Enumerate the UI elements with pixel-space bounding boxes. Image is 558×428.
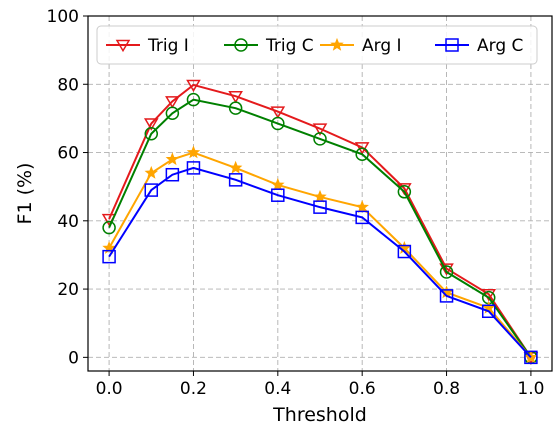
- data-point-trig-c: [186, 92, 201, 107]
- data-point-arg-c: [102, 249, 116, 264]
- legend-box: [96, 25, 538, 65]
- data-point-trig-i: [186, 79, 201, 93]
- data-point-trig-i: [439, 263, 454, 276]
- data-point-arg-c: [397, 244, 412, 259]
- series-line-trig-i: [108, 83, 532, 358]
- y-axis-label: F1 (%): [14, 163, 36, 225]
- data-point-arg-c: [313, 200, 327, 214]
- data-point-trig-c: [144, 127, 159, 141]
- data-point-arg-c: [439, 289, 454, 303]
- legend-label: Arg I: [362, 36, 402, 56]
- data-point-trig-i: [228, 90, 243, 104]
- data-point-arg-c: [355, 210, 369, 225]
- x-axis-label: Threshold: [272, 404, 367, 426]
- data-point-arg-i: [186, 145, 201, 159]
- data-point-arg-i: [355, 200, 369, 213]
- data-point-trig-c: [271, 116, 285, 131]
- series-arg-c: [102, 161, 538, 365]
- data-point-trig-c: [355, 147, 369, 161]
- y-tick-label: 80: [57, 75, 79, 95]
- series-line-trig-c: [108, 98, 532, 358]
- legend-label: Trig C: [265, 36, 314, 56]
- series-trig-i: [101, 79, 539, 365]
- legend-item-arg-i: Arg I: [320, 36, 402, 56]
- data-point-arg-i: [144, 165, 159, 179]
- data-point-arg-c: [228, 173, 243, 187]
- y-tick-label: 40: [57, 212, 79, 232]
- data-point-arg-c: [481, 304, 496, 319]
- y-tick-label: 0: [68, 348, 79, 368]
- x-tick-label: 0.0: [96, 379, 123, 399]
- series-line-arg-i: [108, 151, 532, 358]
- data-point-trig-c: [313, 132, 327, 146]
- data-point-arg-i: [165, 152, 180, 166]
- data-point-trig-c: [439, 265, 454, 279]
- x-tick-label: 0.6: [349, 379, 376, 399]
- data-point-arg-c: [524, 350, 538, 365]
- x-tick-label: 1.0: [517, 379, 544, 399]
- y-tick-label: 100: [47, 7, 79, 27]
- x-tick-label: 0.2: [180, 379, 207, 399]
- data-point-trig-i: [165, 96, 180, 109]
- legend-item-trig-c: Trig C: [224, 36, 314, 56]
- x-tick-label: 0.8: [433, 379, 460, 399]
- series-layer: [101, 79, 539, 365]
- plot-area-frame: [87, 15, 553, 372]
- x-tick-label: 0.4: [264, 379, 291, 399]
- data-point-trig-i: [143, 118, 159, 131]
- series-line-arg-c: [108, 166, 532, 359]
- series-arg-i: [102, 145, 538, 364]
- data-point-arg-c: [271, 188, 285, 202]
- data-point-trig-i: [312, 123, 328, 136]
- y-tick-label: 20: [57, 280, 79, 300]
- data-point-arg-i: [271, 177, 285, 191]
- data-point-arg-c: [186, 161, 201, 175]
- data-point-trig-c: [228, 101, 243, 115]
- y-tick-label: 60: [57, 144, 79, 164]
- legend-marker: [115, 39, 131, 53]
- legend-marker: [445, 38, 459, 52]
- data-point-arg-c: [165, 167, 180, 182]
- data-point-arg-c: [144, 183, 159, 197]
- data-point-arg-i: [313, 189, 327, 203]
- legend-marker: [234, 38, 248, 52]
- legend-marker: [330, 37, 344, 51]
- data-point-trig-c: [102, 220, 116, 235]
- data-point-trig-c: [165, 106, 180, 121]
- legend-label: Trig I: [147, 36, 189, 56]
- data-point-arg-i: [228, 160, 243, 174]
- legend-label: Arg C: [477, 36, 523, 56]
- legend-item-arg-c: Arg C: [435, 36, 523, 56]
- axis-ticks: 0.0 0.2 0.4 0.6 0.8 1.0 0 20 40 60 80 100: [47, 7, 545, 399]
- legend-item-trig-i: Trig I: [106, 36, 189, 56]
- legend: Trig I Trig C Arg I Arg C: [96, 25, 538, 65]
- data-point-trig-i: [270, 106, 286, 119]
- data-point-trig-c: [397, 185, 412, 199]
- data-point-trig-i: [354, 142, 370, 155]
